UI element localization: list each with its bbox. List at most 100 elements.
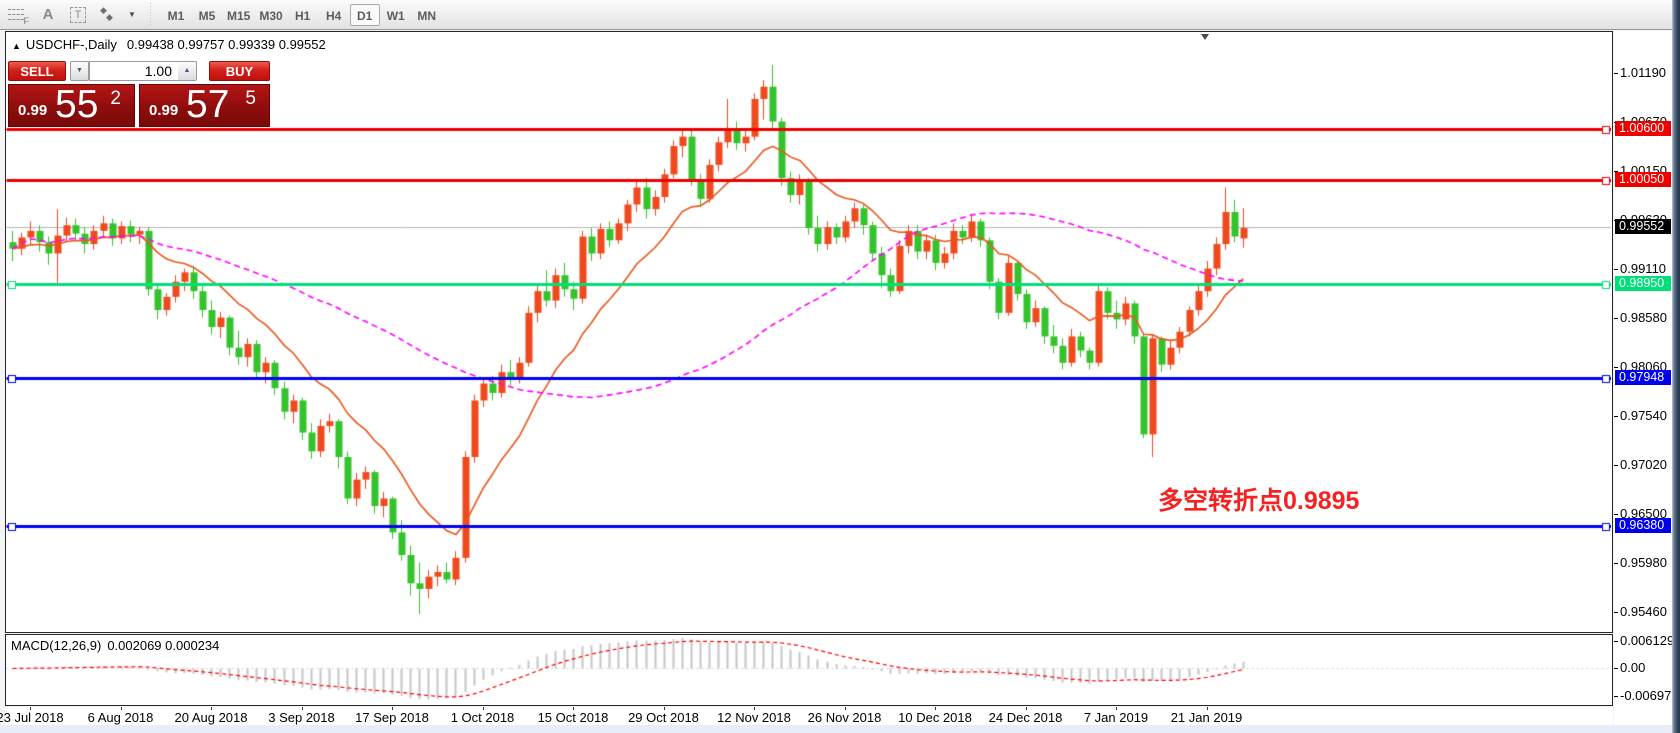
text-label-glyph: A — [42, 6, 54, 23]
tf-button-M1[interactable]: M1 — [167, 8, 185, 23]
sell-price-pip: 2 — [110, 88, 121, 109]
price-scale-tick — [1614, 269, 1618, 270]
current-price-badge: 0.99552 — [1615, 219, 1671, 235]
price-scale-tick — [1614, 514, 1618, 515]
time-axis-tick — [663, 707, 665, 710]
window-right-edge[interactable] — [1672, 0, 1680, 733]
macd-scale-tick — [1614, 641, 1618, 642]
shapes-glyph: ◆ ◆ — [100, 4, 113, 22]
price-scale-tick — [1614, 563, 1618, 564]
time-axis-label: 23 Jul 2018 — [0, 710, 64, 725]
fibonacci-lines-glyph: F — [8, 7, 30, 26]
price-scale-label: 0.97020 — [1620, 457, 1667, 472]
macd-name: MACD(12,26,9) — [11, 638, 102, 653]
tf-button-M5[interactable]: M5 — [198, 8, 216, 23]
price-line-badge: 0.97948 — [1615, 370, 1671, 386]
time-axis-label: 10 Dec 2018 — [898, 710, 972, 725]
tf-button-W1[interactable]: W1 — [386, 8, 405, 23]
text-box-glyph: T — [70, 6, 86, 23]
time-axis-tick — [1025, 707, 1027, 710]
price-scale-label: 0.95980 — [1620, 555, 1667, 570]
fibonacci-f-label: F — [23, 15, 30, 26]
macd-chart-canvas[interactable] — [6, 635, 1611, 705]
time-axis-tick — [120, 707, 122, 710]
tf-button-H4[interactable]: H4 — [326, 8, 342, 23]
timeframe-toolbar: M1 M5 M15 M30 H1 H4 D1 W1 MN — [161, 0, 443, 30]
buy-price-prefix: 0.99 — [149, 102, 179, 119]
sell-price-big: 55 — [55, 83, 99, 126]
time-axis-tick — [754, 707, 755, 710]
chart-shift-marker-icon — [1201, 34, 1209, 40]
buy-quote-tile[interactable]: 0.99 57 5 — [139, 83, 270, 127]
tf-button-H1[interactable]: H1 — [295, 8, 311, 23]
text-annotation: 多空转折点0.9895 — [1158, 487, 1360, 515]
price-scale-label: 0.98580 — [1620, 310, 1667, 325]
macd-values: 0.002069 0.000234 — [107, 638, 220, 653]
sell-price-prefix: 0.99 — [18, 102, 48, 119]
time-axis-tick — [211, 707, 212, 710]
tf-button-M30[interactable]: M30 — [259, 8, 283, 23]
macd-scale-tick — [1614, 696, 1618, 697]
window-bottom-edge — [0, 725, 1672, 733]
time-axis-label: 26 Nov 2018 — [807, 710, 882, 725]
text-box-icon[interactable]: T — [66, 4, 90, 26]
tf-button-D1[interactable]: D1 — [349, 3, 380, 26]
shapes-dropdown-icon[interactable]: ▼ — [126, 4, 138, 26]
time-axis: 23 Jul 2018 6 Aug 2018 20 Aug 2018 3 Sep 20… — [0, 707, 1613, 725]
price-scale-tick — [1614, 367, 1618, 368]
chart-title: ▲ USDCHF-,Daily 0.99438 0.99757 0.99339 0.… — [12, 37, 326, 52]
price-chart-canvas[interactable] — [6, 32, 1611, 631]
time-axis-label: 21 Jan 2019 — [1170, 710, 1243, 725]
price-scale-label: 0.97540 — [1620, 408, 1667, 423]
toolbar: F A T ◆ ◆ ▼ M1 M5 M15 M30 H1 H4 D1 W1 MN — [0, 0, 1672, 30]
sell-button[interactable]: SELL — [8, 61, 66, 81]
time-axis-label: 29 Oct 2018 — [628, 710, 699, 725]
macd-scale-tick — [1614, 668, 1618, 669]
time-axis-label: 1 Oct 2018 — [450, 710, 515, 725]
time-axis-label: 12 Nov 2018 — [717, 710, 791, 725]
chart-ohlc-values: 0.99438 0.99757 0.99339 0.99552 — [126, 37, 326, 52]
buy-price-big: 57 — [186, 83, 230, 126]
dropdown-caret-glyph: ▼ — [128, 10, 136, 19]
time-axis-label: 20 Aug 2018 — [174, 710, 248, 725]
time-axis-tick — [844, 707, 846, 710]
text-label-icon[interactable]: A — [36, 4, 60, 26]
macd-indicator-label: MACD(12,26,9) 0.002069 0.000234 — [11, 638, 225, 653]
toolbar-separator — [148, 2, 153, 27]
price-scale: 1.011901.006701.001500.996300.991100.985… — [1614, 31, 1679, 725]
time-axis-label: 17 Sep 2018 — [355, 710, 429, 725]
time-axis-tick — [301, 707, 303, 710]
volume-increase-button[interactable]: ▲ — [178, 61, 197, 81]
price-scale-tick — [1614, 73, 1618, 74]
macd-scale-label: 0.006129 — [1620, 633, 1675, 648]
price-scale-tick — [1614, 416, 1618, 417]
price-scale-label: 0.98060 — [1620, 359, 1667, 374]
macd-scale-label: 0.00 — [1620, 660, 1646, 675]
fibonacci-lines-icon[interactable]: F — [6, 4, 30, 26]
volume-decrease-button[interactable]: ▼ — [70, 61, 89, 81]
buy-price-pip: 5 — [245, 88, 256, 109]
price-line-badge: 0.98950 — [1615, 276, 1671, 292]
sell-quote-tile[interactable]: 0.99 55 2 — [8, 83, 135, 127]
price-scale-tick — [1614, 171, 1618, 172]
tf-button-M15[interactable]: M15 — [227, 8, 251, 23]
time-axis-label: 15 Oct 2018 — [537, 710, 609, 725]
time-axis-tick — [482, 707, 484, 710]
tf-button-MN[interactable]: MN — [417, 8, 437, 23]
price-scale-tick — [1614, 612, 1618, 613]
price-scale-tick — [1614, 318, 1618, 319]
time-axis-tick — [1116, 707, 1117, 710]
price-scale-label: 0.95460 — [1620, 604, 1667, 619]
price-scale-label: 1.01190 — [1620, 65, 1667, 80]
symbol-collapse-arrow-icon[interactable]: ▲ — [12, 41, 21, 51]
one-click-trading-panel: SELL ▼ ▲ BUY 0.99 55 2 0.99 57 5 — [8, 61, 270, 127]
shapes-icon[interactable]: ◆ ◆ — [96, 4, 120, 26]
volume-input[interactable] — [89, 61, 178, 81]
time-axis-tick — [1206, 707, 1208, 710]
buy-button[interactable]: BUY — [209, 61, 270, 81]
price-line-badge: 1.00600 — [1615, 120, 1671, 136]
price-line-badge: 1.00050 — [1615, 172, 1671, 188]
time-axis-tick — [30, 707, 31, 710]
price-scale-tick — [1614, 465, 1618, 466]
